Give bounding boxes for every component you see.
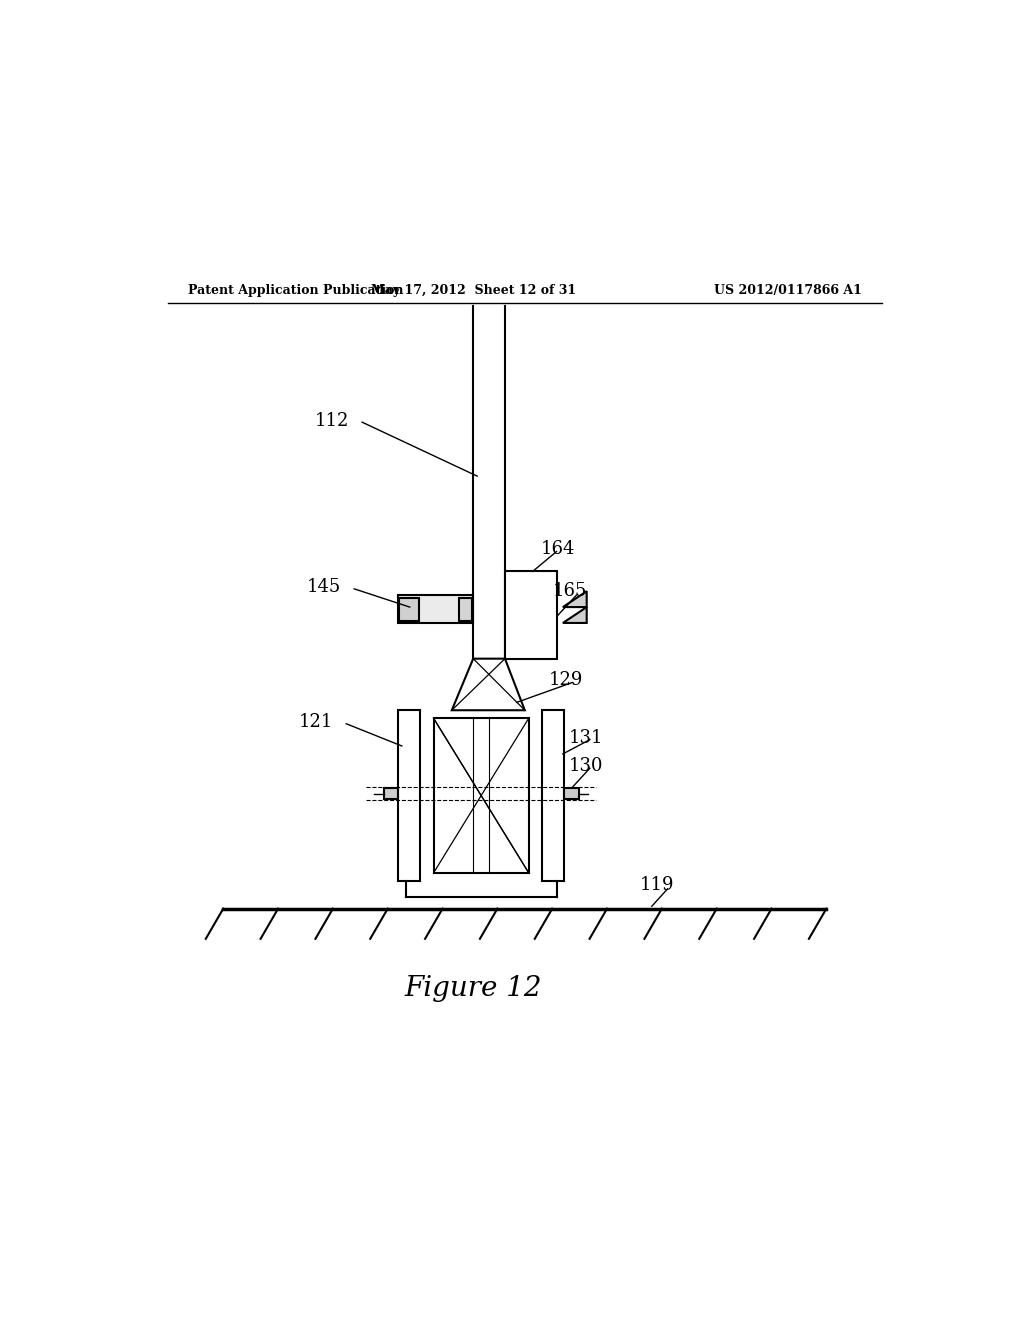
Text: 145: 145	[306, 578, 341, 597]
Text: 131: 131	[568, 729, 603, 747]
Bar	[399, 598, 419, 620]
Bar	[433, 718, 528, 873]
Text: Figure 12: Figure 12	[404, 974, 542, 1002]
Text: 164: 164	[541, 540, 575, 558]
Polygon shape	[563, 591, 587, 607]
Bar	[543, 710, 564, 880]
Bar	[505, 572, 557, 659]
Text: 121: 121	[299, 713, 333, 731]
Text: 119: 119	[640, 876, 675, 894]
Text: 130: 130	[568, 756, 603, 775]
Text: 165: 165	[553, 582, 587, 601]
Text: 129: 129	[549, 671, 583, 689]
Bar	[564, 788, 579, 799]
Polygon shape	[563, 607, 587, 623]
Text: Patent Application Publication: Patent Application Publication	[187, 284, 403, 297]
Bar	[459, 598, 472, 620]
Bar	[397, 710, 420, 880]
Text: 112: 112	[314, 412, 349, 429]
Bar	[384, 788, 398, 799]
Bar	[397, 595, 473, 623]
Polygon shape	[452, 659, 524, 710]
Text: US 2012/0117866 A1: US 2012/0117866 A1	[714, 284, 862, 297]
Text: May 17, 2012  Sheet 12 of 31: May 17, 2012 Sheet 12 of 31	[371, 284, 575, 297]
